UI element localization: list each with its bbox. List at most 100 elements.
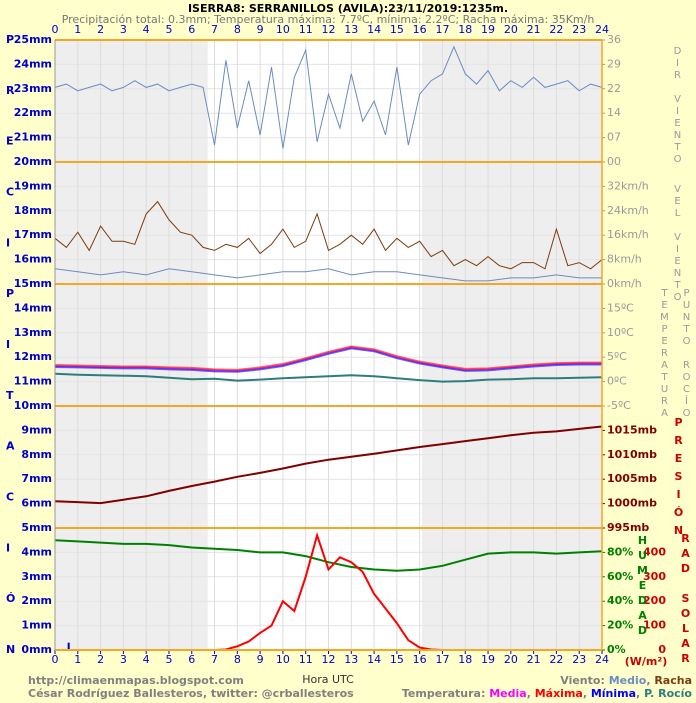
y-tick-label: 22 xyxy=(607,82,621,95)
legend-entry: Racha xyxy=(654,674,692,687)
y-axis-letter: E xyxy=(6,135,14,148)
x-tick-label: 19 xyxy=(481,653,495,666)
legend-entry: Media xyxy=(489,687,526,700)
legend-separator: , xyxy=(636,687,644,700)
x-tick-label: 21 xyxy=(527,23,541,36)
y-tick-label: 5mm xyxy=(21,521,52,534)
x-tick-label: 8 xyxy=(234,23,241,36)
x-tick-label: 12 xyxy=(322,23,336,36)
y-tick-label: 13mm xyxy=(14,326,52,339)
x-tick-label: 24 xyxy=(595,653,609,666)
legend: Viento: Medio, Racha xyxy=(560,674,692,687)
side-label: RAD SOLAR xyxy=(679,532,692,667)
y-tick-label: 1mm xyxy=(21,619,52,632)
side-label: TEMPERATURA xyxy=(659,288,670,420)
legend-entry: Medio xyxy=(609,674,647,687)
side-label: DIR VIENTO xyxy=(672,46,683,166)
y-axis-letter: P xyxy=(6,33,14,46)
series-line xyxy=(54,45,603,149)
x-tick-label: 7 xyxy=(211,23,218,36)
legend: Temperatura: Media, Máxima, Mínima, P. R… xyxy=(402,687,693,700)
x-tick-label: 10 xyxy=(276,23,290,36)
y-tick-label: 24mm xyxy=(14,57,52,70)
x-tick-label: 3 xyxy=(120,653,127,666)
x-tick-label: 21 xyxy=(527,653,541,666)
x-tick-label: 2 xyxy=(97,653,104,666)
y-axis-letter: I xyxy=(6,541,10,554)
y-tick-label: 23mm xyxy=(14,82,52,95)
x-tick-label: 5 xyxy=(165,653,172,666)
y-tick-label: 995mb xyxy=(607,521,649,534)
series-line xyxy=(54,345,602,371)
x-tick-label: 13 xyxy=(344,23,358,36)
x-tick-label: 15 xyxy=(390,653,404,666)
x-tick-label: 1 xyxy=(74,653,81,666)
x-tick-label: 4 xyxy=(143,23,150,36)
y-tick-label: 14 xyxy=(607,106,621,119)
y-tick-label: 0mm xyxy=(21,643,52,656)
y-tick-label: 0ºC xyxy=(607,375,627,388)
y-tick-label: 16mm xyxy=(14,253,52,266)
legend-separator: , xyxy=(527,687,535,700)
x-tick-label: 20 xyxy=(504,23,518,36)
side-label: HUMEDAD xyxy=(636,534,649,639)
credit-url: http://climaenmapas.blogspot.com xyxy=(28,674,244,687)
x-tick-label: 6 xyxy=(188,23,195,36)
x-tick-label: 12 xyxy=(322,653,336,666)
y2-tick-label: 300 xyxy=(643,570,666,583)
x-tick-label: 16 xyxy=(413,653,427,666)
y-tick-label: 14mm xyxy=(14,301,52,314)
y-tick-label: 40% xyxy=(607,594,633,607)
x-tick-label: 19 xyxy=(481,23,495,36)
x-tick-label: 11 xyxy=(299,653,313,666)
x-tick-label: 7 xyxy=(211,653,218,666)
y-tick-label: 20mm xyxy=(14,155,52,168)
x-tick-label: 3 xyxy=(120,23,127,36)
series-line xyxy=(54,372,603,383)
legend-entry: Máxima xyxy=(535,687,583,700)
y-axis-letter: Ó xyxy=(6,592,15,605)
x-tick-label: 2 xyxy=(97,23,104,36)
y-tick-label: 15ºC xyxy=(607,301,634,314)
x-tick-label: 10 xyxy=(276,653,290,666)
x-tick-label: 23 xyxy=(572,23,586,36)
y-tick-label: 1015mb xyxy=(607,423,657,436)
x-tick-label: 13 xyxy=(344,653,358,666)
x-tick-label: 17 xyxy=(435,653,449,666)
y-tick-label: 32km/h xyxy=(607,179,649,192)
side-label: PUNTO ROCÍO xyxy=(681,288,692,420)
y-tick-label: 22mm xyxy=(14,106,52,119)
y-tick-label: 3mm xyxy=(21,570,52,583)
y-tick-label: 10mm xyxy=(14,399,52,412)
night-shade xyxy=(55,40,208,650)
x-tick-label: 4 xyxy=(143,653,150,666)
y-axis-letter: T xyxy=(6,389,14,402)
y2-tick-label: 200 xyxy=(643,594,666,607)
y-tick-label: 1000mb xyxy=(607,497,657,510)
y-tick-label: 15mm xyxy=(14,277,52,290)
legend-entry: P. Rocío xyxy=(644,687,692,700)
x-tick-label: 18 xyxy=(458,23,472,36)
y-tick-label: 07 xyxy=(607,131,621,144)
y2-unit: (W/m²) xyxy=(625,655,668,668)
y-tick-label: 19mm xyxy=(14,179,52,192)
legend-title: Temperatura: xyxy=(402,687,485,700)
x-tick-label: 24 xyxy=(595,23,609,36)
x-tick-label: 16 xyxy=(413,23,427,36)
y2-tick-label: 100 xyxy=(643,619,666,632)
x-tick-label: 15 xyxy=(390,23,404,36)
y-tick-label: 2mm xyxy=(21,594,52,607)
x-tick-label: 14 xyxy=(367,23,381,36)
x-tick-label: 22 xyxy=(549,653,563,666)
y-tick-label: 24km/h xyxy=(607,204,649,217)
y-axis-letter: I xyxy=(6,236,10,249)
y-tick-label: 80% xyxy=(607,545,633,558)
series-line xyxy=(54,425,603,505)
x-tick-label: 5 xyxy=(165,23,172,36)
night-shade xyxy=(421,40,602,650)
y-axis-letter: A xyxy=(6,440,15,453)
chart-subtitle: Precipitación total: 0.3mm; Temperatura … xyxy=(62,13,595,26)
y2-tick-label: 400 xyxy=(643,545,666,558)
y-tick-label: 18mm xyxy=(14,204,52,217)
credit-author: César Rodríguez Ballesteros, twitter: @c… xyxy=(28,687,354,700)
